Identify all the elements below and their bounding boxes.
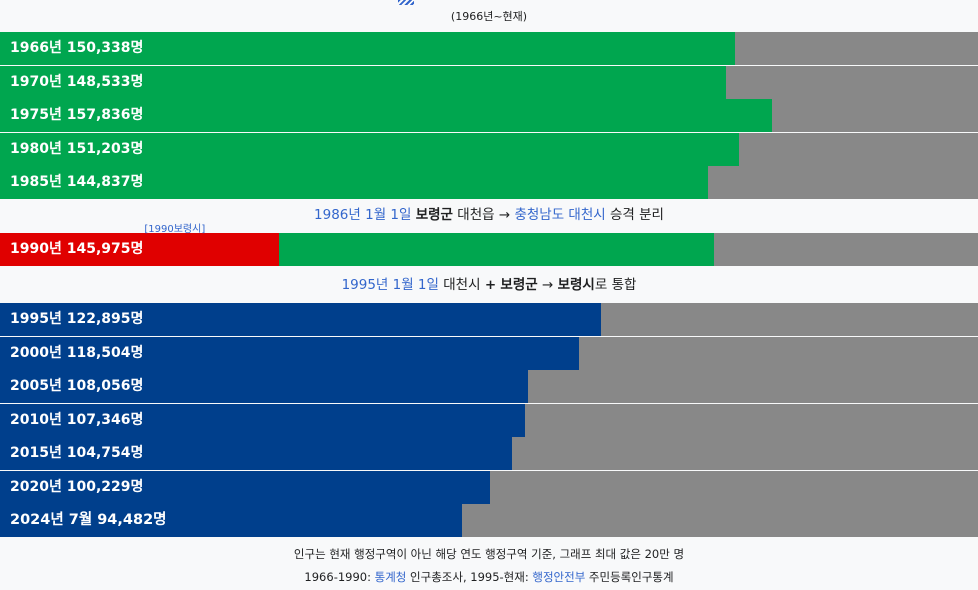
bar-row: 2015년 104,754명 [0,437,978,470]
bar-fill [0,99,772,132]
bar-fill [0,336,580,370]
footnote-sources-mid: 인구총조사, 1995-현재: [406,570,533,584]
bar-row: 2024년 7월 94,482명 [0,504,978,537]
event-1986-arrow: → [498,207,511,223]
bar-label: 2000년 118,504명 [10,344,144,361]
event-1995-date-link[interactable]: 1995년 1월 1일 [341,277,439,293]
bar-fill [0,403,525,437]
bar-label: 2010년 107,346명 [10,411,144,428]
source-link-statistics-korea[interactable]: 통계청 [374,570,407,584]
event-1995-plus: + [484,277,497,293]
bar-label: 2015년 104,754명 [10,445,144,461]
event-1995-county: 보령군 [500,277,538,293]
bar-label: 2024년 7월 94,482명 [10,512,167,528]
bar-row: 1970년 148,533명 [0,65,978,99]
event-1986-date-link[interactable]: 1986년 1월 1일 [314,207,412,223]
bar-row: 1985년 144,837명 [0,166,978,199]
chart-subtitle: (1966년~현재) [450,10,528,23]
event-1995-merge: 1995년 1월 1일 대천시 + 보령군 → 보령시로 통합 [0,269,978,302]
bar-fill [0,132,740,166]
bar-fill [0,437,513,470]
bar-label: 2005년 108,056명 [10,378,144,394]
event-1995-arrow: → [541,277,554,293]
footnote-sources-prefix: 1966-1990: [304,570,375,584]
footnote-sources-suffix: 주민등록인구통계 [585,570,674,584]
bar-label: 1990년 145,975명 [1990보령시] [10,223,206,257]
bar-row: 1980년 151,203명 [0,132,978,166]
footnote-sources: 1966-1990: 통계청 인구총조사, 1995-현재: 행정안전부 주민등… [0,569,978,585]
bar-label: 1970년 148,533명 [10,73,144,90]
bar-row: 2010년 107,346명 [0,403,978,437]
event-1995-new-city: 보령시 [557,277,595,293]
bar-row: 1995년 122,895명 [0,303,978,336]
event-1986-county: 보령군 [415,207,453,223]
event-1986-split: 1986년 1월 1일 보령군 대천읍 → 충청남도 대천시 승격 분리 [0,199,978,232]
bar-fill [0,32,736,65]
bar-label: 1966년 150,338명 [10,40,144,56]
footnote-ref-1990[interactable]: [1990보령시] [144,223,206,235]
event-1986-city-link[interactable]: 충청남도 대천시 [514,207,606,223]
bar-label: 1975년 157,836명 [10,107,144,123]
bar-label: 2020년 100,229명 [10,478,144,495]
bar-row: 2005년 108,056명 [0,370,978,403]
bar-row: 2000년 118,504명 [0,336,978,370]
bar-row: 1975년 157,836명 [0,99,978,132]
event-1986-suffix: 승격 분리 [609,207,664,223]
bar-fill [0,470,491,504]
bar-fill [0,504,463,537]
source-link-ministry[interactable]: 행정안전부 [532,570,586,584]
footnote-scale: 인구는 현재 행정구역이 아닌 해당 연도 행정구역 기준, 그래프 최대 값은… [293,547,685,561]
event-1986-town: 대천읍 [457,207,495,223]
bar-label: 1980년 151,203명 [10,140,144,157]
bar-row: 1990년 145,975명 [1990보령시] [0,223,978,266]
bar-fill-secondary [0,232,279,266]
bar-row: 1966년 150,338명 [0,32,978,65]
bar-fill [0,303,601,336]
top-image-fragment [398,0,414,5]
bar-fill [0,370,529,403]
bar-row: 2020년 100,229명 [0,470,978,504]
event-1995-city-a: 대천시 [443,277,481,293]
bar-fill [0,166,709,199]
bar-fill [0,65,727,99]
event-1995-suffix: 로 통합 [594,277,637,293]
bar-label: 1995년 122,895명 [10,311,144,327]
bar-label: 1985년 144,837명 [10,174,144,190]
